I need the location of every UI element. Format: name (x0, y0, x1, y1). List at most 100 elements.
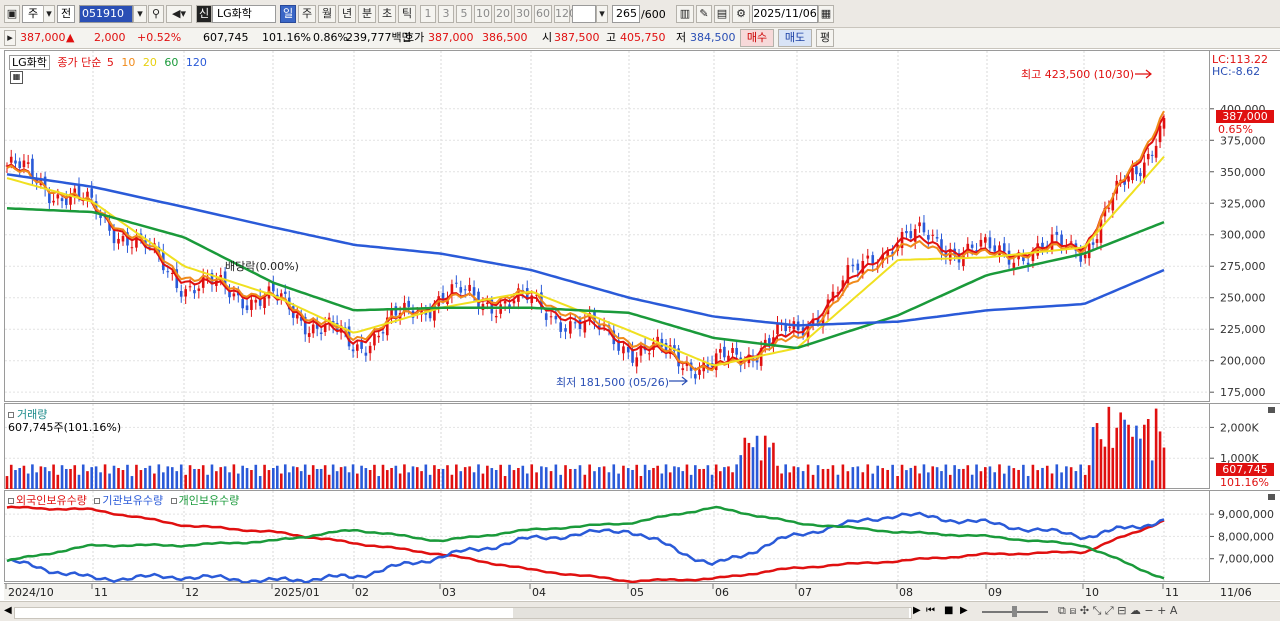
cloud-icon[interactable]: ☁ (1129, 604, 1141, 617)
legend-institution[interactable]: 기관보유수량 (102, 494, 164, 507)
calendar-icon[interactable]: ▦ (818, 5, 834, 23)
legend-stock[interactable]: LG화학 (9, 55, 50, 70)
volume-bar (1079, 464, 1082, 489)
volume-bar (966, 465, 970, 489)
zoom-controls[interactable]: ⧉ ⧈ ✣ ⤡ ⤢ ⊟ ☁ − + A (1058, 604, 1177, 618)
price-chart[interactable] (5, 51, 1210, 403)
legend-ma-10[interactable]: 10 (121, 56, 136, 69)
interval-20[interactable]: 20 (494, 5, 512, 23)
volume-bar (1036, 470, 1040, 489)
search-icon[interactable]: ⚲ (148, 5, 164, 23)
volume-bar (1017, 469, 1020, 489)
crosshair-icon[interactable]: ✣ (1079, 604, 1090, 617)
interval-5[interactable]: 5 (456, 5, 472, 23)
fit-icon[interactable]: ⤡ (1092, 604, 1102, 617)
candle-body (759, 348, 763, 366)
candle-body (197, 288, 201, 291)
volume-chart[interactable] (5, 404, 1210, 490)
buy-button[interactable]: 매수 (740, 29, 774, 47)
candle-body (258, 296, 262, 306)
interval-30[interactable]: 30 (514, 5, 532, 23)
legend-ma-20[interactable]: 20 (142, 56, 157, 69)
sell-button[interactable]: 매도 (778, 29, 812, 47)
code-dropdown-icon[interactable]: ▾ (133, 5, 147, 23)
legend-individual[interactable]: 개인보유수량 (178, 494, 240, 507)
save-icon[interactable]: ▤ (714, 5, 730, 23)
tab-week[interactable]: 주 (22, 5, 44, 23)
speaker-icon[interactable]: ◀▾ (166, 5, 192, 23)
count-input[interactable]: 265 (612, 5, 640, 23)
play-icon[interactable]: ▶ (960, 605, 968, 616)
holdings-tick-label: 9,000,000 (1218, 508, 1274, 521)
interval-120[interactable]: 120 (554, 5, 576, 23)
legend-ma-5[interactable]: 5 (106, 56, 114, 69)
zoom-out-icon[interactable]: − (1144, 604, 1154, 617)
interval-dropdown-icon[interactable]: ▾ (596, 5, 608, 23)
layers-icon[interactable]: ⧈ (1069, 604, 1077, 617)
font-size-icon[interactable]: A (1169, 604, 1178, 617)
candle-body (647, 353, 651, 355)
split-icon[interactable]: ⊟ (1117, 604, 1127, 617)
stop-icon[interactable]: ■ (944, 605, 954, 616)
legend-ma-120[interactable]: 120 (185, 56, 207, 69)
gear-icon[interactable]: ⚙ (732, 5, 750, 23)
pane-close-icon[interactable] (1268, 407, 1275, 413)
period-second[interactable]: 초 (378, 5, 396, 23)
holdings-pane[interactable]: 외국인보유수량 기관보유수량 개인보유수량 (4, 490, 1210, 584)
eval-button[interactable]: 평 (816, 29, 834, 47)
scroll-right-icon[interactable]: ▶ (913, 605, 921, 616)
draw-tool-icon[interactable]: ✎ (696, 5, 712, 23)
speed-slider-handle[interactable] (1012, 606, 1017, 617)
volume-bar (643, 464, 647, 489)
legend-ma-60[interactable]: 60 (164, 56, 179, 69)
compress-icon[interactable]: ⤢ (1104, 604, 1114, 617)
legend-foreign[interactable]: 외국인보유수량 (16, 494, 87, 507)
pane-close-icon[interactable] (1268, 494, 1275, 500)
copy-icon[interactable]: ⧉ (1058, 604, 1066, 617)
interval-custom-input[interactable] (572, 5, 596, 23)
calculator-icon[interactable]: ▦ (10, 71, 23, 84)
interval-10[interactable]: 10 (474, 5, 492, 23)
expand-icon[interactable]: ▸ (4, 30, 16, 46)
ask-label: 호가 (404, 31, 425, 44)
candle-body (975, 250, 978, 252)
period-day[interactable]: 일 (280, 5, 296, 23)
period-week[interactable]: 주 (298, 5, 316, 23)
volume-tick-label: 1,000K (1220, 452, 1259, 465)
candle-body (602, 324, 606, 327)
scroll-track[interactable] (14, 607, 912, 619)
period-tick[interactable]: 틱 (398, 5, 416, 23)
speed-slider[interactable] (982, 606, 1048, 617)
date-input[interactable]: 2025/11/06 (752, 5, 818, 23)
lc-label: LC:113.22 (1212, 53, 1269, 66)
interval-3[interactable]: 3 (438, 5, 454, 23)
volume-pane[interactable]: 거래량 607,745주(101.16%) (4, 403, 1210, 490)
volume-bar (1154, 408, 1158, 489)
stock-name-field[interactable]: LG화학 (212, 5, 276, 23)
period-minute[interactable]: 분 (358, 5, 376, 23)
holdings-chart[interactable] (5, 491, 1210, 584)
rewind-icon[interactable]: ⏮ (926, 605, 935, 616)
interval-1[interactable]: 1 (420, 5, 436, 23)
price-pane[interactable]: LG화학 종가 단순 5 10 20 60 120 ▦ 최고 423,500 (… (4, 50, 1210, 403)
volume-bar (944, 464, 948, 489)
period-month[interactable]: 월 (318, 5, 336, 23)
volume-bar (846, 471, 850, 489)
volume-bar (871, 473, 875, 489)
volume-bar (727, 466, 730, 489)
candle-icon[interactable]: ▥ (676, 5, 694, 23)
volume-bar (139, 470, 143, 489)
volume-bar (477, 464, 480, 489)
period-year[interactable]: 년 (338, 5, 356, 23)
volume-bar (602, 466, 606, 489)
window-icon[interactable]: ▣ (4, 5, 20, 23)
candle-body (723, 346, 726, 358)
tab-prev[interactable]: 전 (57, 5, 75, 23)
chevron-down-icon[interactable]: ▾ (43, 5, 55, 23)
stock-code-input[interactable]: 051910 (79, 5, 133, 23)
volume-bar (148, 465, 152, 489)
scroll-left-icon[interactable]: ◀ (4, 605, 12, 616)
zoom-in-icon[interactable]: + (1157, 604, 1167, 617)
interval-60[interactable]: 60 (534, 5, 552, 23)
scroll-thumb[interactable] (513, 608, 909, 618)
